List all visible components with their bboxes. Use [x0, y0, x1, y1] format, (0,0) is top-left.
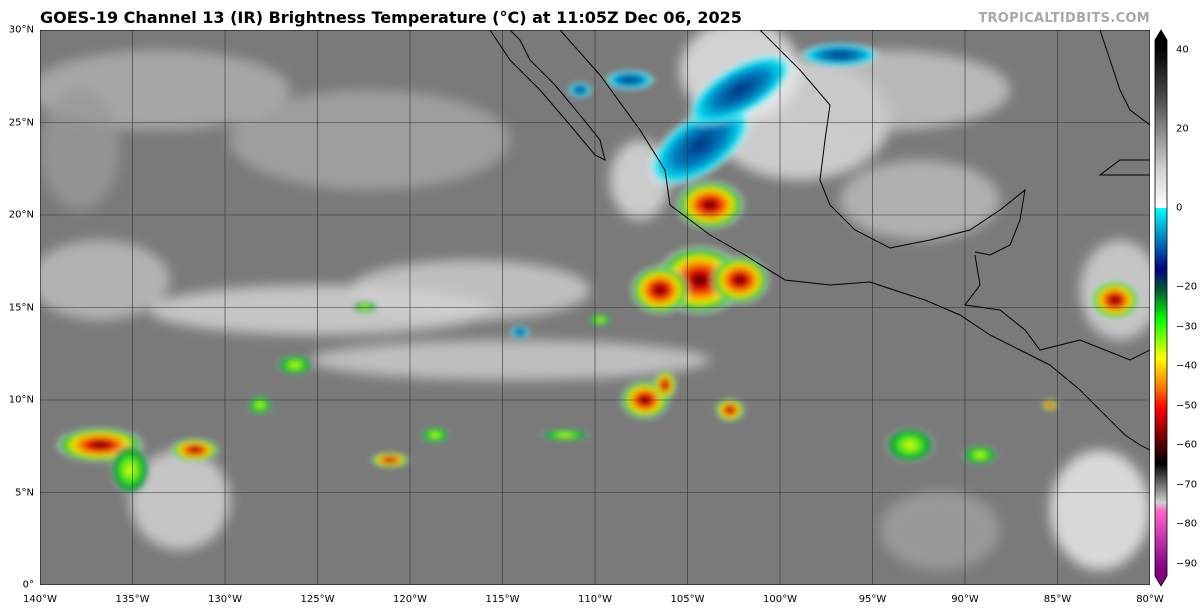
colorbar-tick-label: 0	[1176, 202, 1183, 214]
lat-label: 30°N	[8, 24, 34, 36]
lon-label: 140°W	[23, 594, 57, 605]
lon-label: 120°W	[393, 594, 427, 605]
cloud	[40, 90, 120, 210]
colorbar-tick-label: −50	[1176, 400, 1198, 412]
colorbar	[1154, 29, 1168, 587]
lat-label: 20°N	[8, 209, 34, 221]
lon-label: 135°W	[115, 594, 150, 605]
convective-cell	[510, 326, 530, 338]
cloud	[310, 340, 710, 380]
colorbar-tick-label: −90	[1176, 558, 1198, 570]
convective-cell	[110, 445, 150, 495]
lon-label: 85°W	[1043, 594, 1072, 605]
convective-cell	[630, 265, 690, 315]
convective-cell	[710, 255, 770, 305]
convective-cell	[1042, 399, 1058, 411]
cloud	[130, 450, 230, 550]
lon-label: 95°W	[858, 594, 887, 605]
lon-label: 100°W	[763, 594, 797, 605]
lat-label: 10°N	[8, 394, 34, 406]
cloud	[230, 90, 510, 190]
cloud	[840, 160, 1000, 240]
colorbar-tick-label: −40	[1176, 360, 1198, 372]
convective-cell	[370, 452, 410, 468]
lon-label: 80°W	[1136, 594, 1164, 605]
convective-cells	[55, 43, 1140, 495]
lon-label: 125°W	[300, 594, 335, 605]
convective-cell	[605, 70, 655, 90]
colorbar-tick-label: −70	[1176, 479, 1198, 491]
cloud	[880, 490, 1000, 570]
convective-cell	[675, 180, 745, 230]
convective-cell	[962, 445, 998, 465]
lat-label: 5°N	[15, 487, 34, 498]
convective-cell	[686, 53, 794, 127]
lat-label: 0°	[22, 579, 34, 591]
convective-cell	[353, 302, 377, 312]
gridlines	[40, 30, 1150, 585]
colorbar-tick-label: −30	[1176, 321, 1198, 333]
convective-cell	[715, 398, 745, 422]
colorbar-tick-label: −20	[1176, 281, 1198, 293]
cloud	[350, 260, 590, 320]
credit-watermark: TROPICALTIDBITS.COM	[978, 11, 1150, 26]
convective-cell	[540, 429, 590, 441]
convective-cell	[248, 395, 272, 415]
lon-label: 90°W	[951, 594, 979, 605]
convective-cell	[885, 427, 935, 463]
colorbar-tick-label: 20	[1176, 123, 1189, 135]
convective-cell	[1090, 280, 1140, 320]
cloud	[1050, 450, 1150, 570]
convective-cell	[420, 427, 450, 443]
lon-label: 105°W	[670, 594, 705, 605]
lon-label: 110°W	[578, 594, 612, 605]
colorbar-tick-label: −80	[1176, 518, 1198, 530]
map-title: GOES-19 Channel 13 (IR) Brightness Tempe…	[40, 8, 742, 27]
cloud	[770, 50, 1010, 130]
coastlines	[489, 30, 1150, 451]
colorbar-tick-label: −60	[1176, 439, 1198, 451]
satellite-map	[40, 30, 1150, 585]
cloud	[40, 240, 170, 320]
convective-cell	[647, 102, 753, 188]
convective-cell	[800, 43, 880, 67]
convective-cell	[588, 314, 612, 326]
lat-label: 15°N	[8, 302, 34, 313]
convective-cell	[653, 370, 677, 400]
convective-cell	[568, 82, 592, 98]
lon-label: 130°W	[208, 594, 242, 605]
colorbar-tick-label: 40	[1176, 44, 1189, 56]
lon-label: 115°W	[485, 594, 520, 605]
convective-cell	[277, 355, 313, 375]
lat-label: 25°N	[8, 117, 34, 128]
convective-cell	[170, 438, 220, 462]
